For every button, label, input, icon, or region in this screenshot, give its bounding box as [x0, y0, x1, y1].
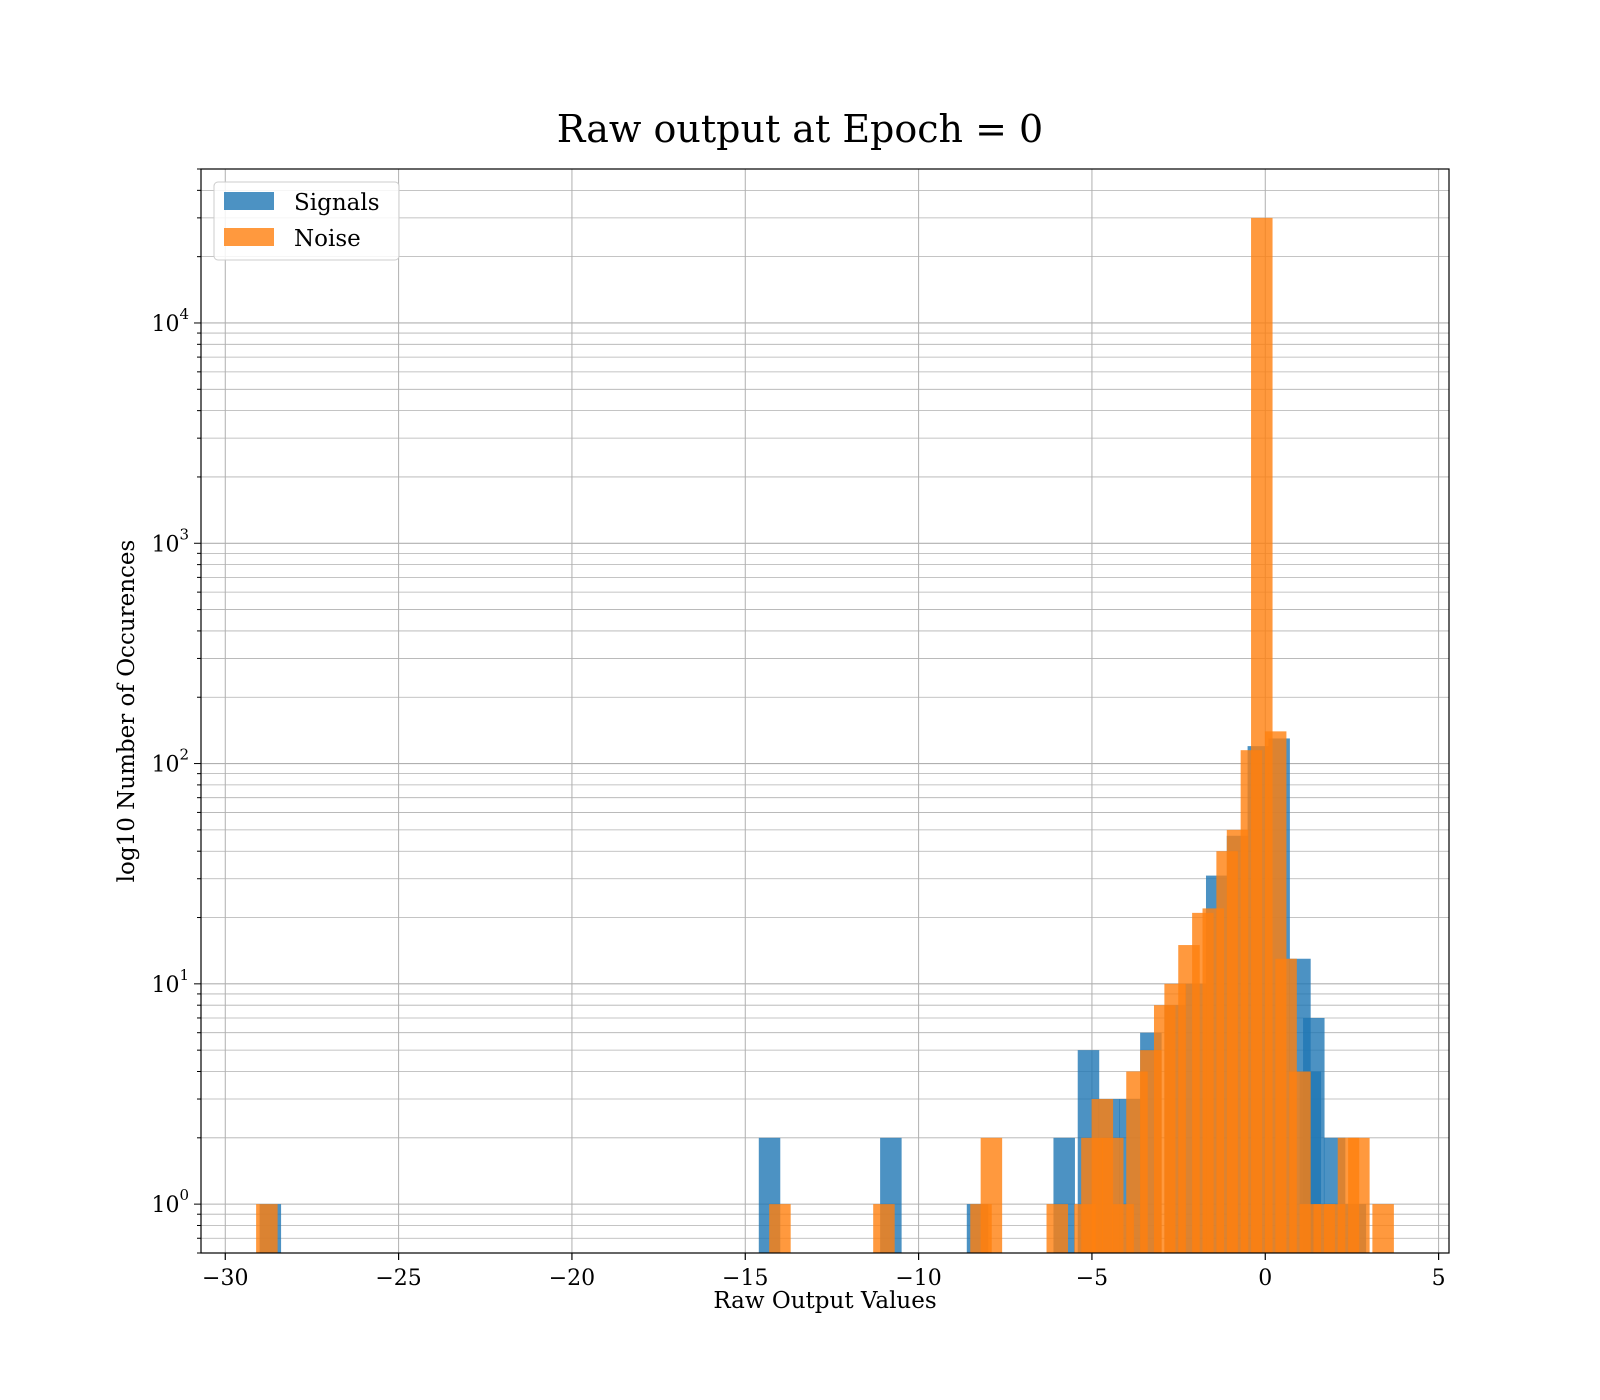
- y-tick-label: 101: [151, 966, 189, 998]
- legend-swatch-signals: [224, 192, 274, 210]
- y-tick-label: 104: [151, 305, 189, 337]
- bar-noise: [1046, 1204, 1069, 1253]
- axis-ticks: −30 −25 −20 −15 −10 −5 0 5 100 101 102 103 104: [151, 168, 1446, 1291]
- legend: Signals Noise: [213, 181, 400, 261]
- bar-noise: [873, 1204, 895, 1253]
- y-axis-label: log10 Number of Occurences: [114, 540, 140, 883]
- bar-noise: [256, 1204, 278, 1253]
- histogram-bars: [256, 217, 1394, 1254]
- x-tick-label: −25: [375, 1266, 421, 1291]
- x-tick-label: −10: [895, 1266, 941, 1291]
- chart-title: Raw output at Epoch = 0: [557, 107, 1043, 151]
- plot-frame: [200, 168, 1450, 1254]
- x-tick-label: 0: [1258, 1266, 1272, 1291]
- series-noise: [256, 217, 1394, 1254]
- x-tick-label: −5: [1076, 1266, 1108, 1291]
- bar-noise: [769, 1204, 791, 1253]
- bar-noise: [1348, 1137, 1370, 1253]
- bar-noise: [1372, 1204, 1394, 1253]
- legend-label-noise: Noise: [294, 226, 361, 252]
- legend-label-signals: Signals: [294, 190, 380, 216]
- x-tick-label: −20: [549, 1266, 595, 1291]
- bar-noise: [980, 1137, 1003, 1253]
- x-tick-label: 5: [1432, 1266, 1446, 1291]
- x-axis-label: Raw Output Values: [713, 1288, 936, 1314]
- x-tick-label: −30: [202, 1266, 248, 1291]
- legend-swatch-noise: [224, 228, 274, 246]
- y-tick-label: 102: [151, 746, 189, 778]
- y-tick-label: 100: [151, 1186, 189, 1218]
- x-tick-label: −15: [722, 1266, 768, 1291]
- y-tick-label: 103: [151, 525, 189, 557]
